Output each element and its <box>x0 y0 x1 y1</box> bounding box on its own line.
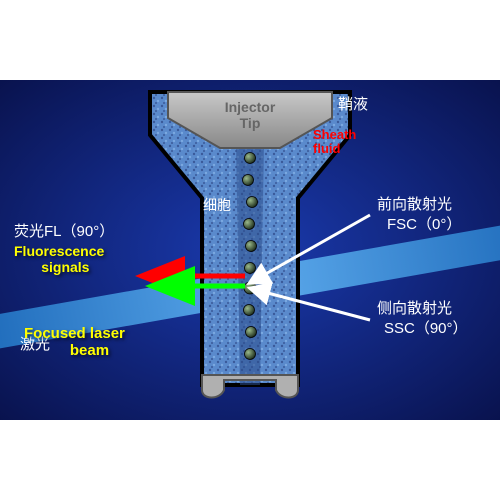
fsc-en-label: FSC（0°） <box>387 213 461 234</box>
fluorescence-cn-label: 荧光FL（90°） <box>14 220 114 241</box>
sheath-fluid-cn-label: 鞘液 <box>338 93 368 114</box>
injector-label-line1: Injector <box>225 99 276 115</box>
cells-cn-label: 细胞 <box>203 195 231 215</box>
flow-cytometry-diagram: Injector Tip 鞘液 Sheathfluid 细胞 荧光FL（90°）… <box>0 80 500 420</box>
laser-en-label: Focused laser beam <box>24 326 125 359</box>
sheath-fluid-en-label: Sheathfluid <box>313 128 356 157</box>
fluorescence-en-label: Fluorescence signals <box>14 243 104 275</box>
ssc-cn-label: 侧向散射光 <box>377 297 452 318</box>
diagram-container: Injector Tip 鞘液 Sheathfluid 细胞 荧光FL（90°）… <box>0 0 500 500</box>
injector-label-line2: Tip <box>240 115 261 131</box>
ssc-en-label: SSC（90°） <box>384 317 468 338</box>
fsc-cn-label: 前向散射光 <box>377 193 452 214</box>
